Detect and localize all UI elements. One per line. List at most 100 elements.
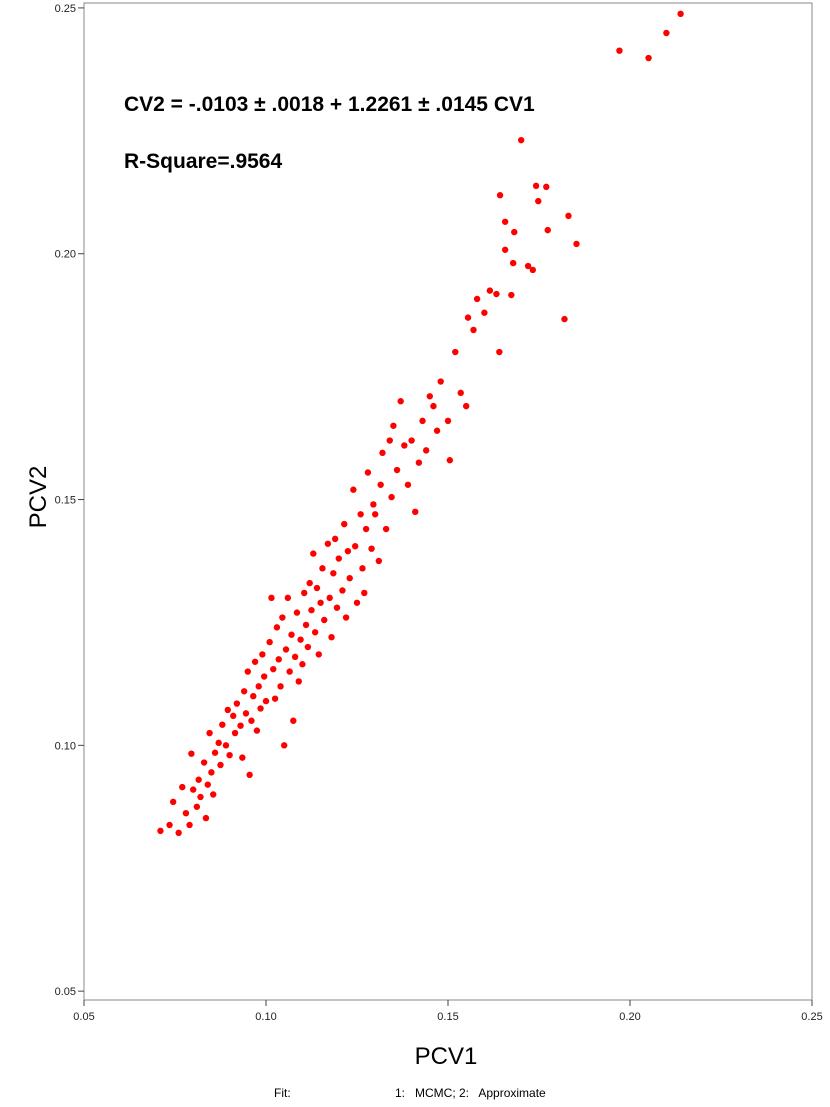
y-tick-label: 0.20 [55, 249, 76, 261]
point [375, 557, 383, 565]
point [372, 511, 379, 518]
point [206, 729, 213, 737]
point [169, 798, 177, 806]
point [517, 136, 525, 144]
point [246, 771, 253, 779]
point [271, 695, 279, 702]
point [379, 449, 386, 457]
point [315, 651, 322, 658]
point [359, 565, 366, 572]
y-tick-label: 0.05 [55, 986, 76, 998]
point [195, 776, 202, 783]
point [251, 658, 259, 665]
point [217, 761, 224, 769]
x-tick-label: 0.10 [255, 1011, 276, 1023]
point [422, 447, 430, 454]
point [290, 717, 297, 724]
point [248, 717, 255, 724]
point [275, 656, 282, 663]
point [226, 751, 233, 759]
point [524, 262, 532, 270]
x-tick-label: 0.15 [437, 1011, 458, 1023]
point [496, 192, 504, 199]
point [175, 829, 182, 837]
point [270, 665, 277, 673]
point [437, 378, 444, 385]
point [277, 683, 284, 690]
point [257, 705, 264, 712]
point [304, 643, 312, 651]
y-tick-label: 0.10 [55, 740, 76, 752]
annotation: CV2 = -.0103 ± .0018 + 1.2261 ± .0145 CV… [124, 93, 535, 116]
point [231, 729, 239, 737]
point [508, 291, 515, 299]
point [239, 754, 246, 761]
point [295, 678, 302, 685]
point [326, 594, 333, 602]
point [250, 692, 257, 700]
point [377, 481, 384, 488]
point [200, 759, 208, 766]
point [496, 348, 503, 356]
point [393, 466, 401, 474]
point [433, 427, 441, 434]
point [501, 218, 509, 225]
point [299, 661, 306, 668]
point [208, 769, 215, 776]
point [361, 589, 368, 597]
point [486, 287, 494, 294]
point [457, 389, 464, 397]
point [157, 827, 164, 835]
point [677, 10, 684, 18]
point [561, 315, 568, 323]
point [219, 721, 226, 728]
point [259, 651, 266, 658]
point [543, 183, 550, 191]
point [317, 599, 324, 606]
point [331, 535, 339, 543]
point [237, 722, 244, 729]
point [511, 228, 518, 236]
point [532, 182, 540, 190]
point [233, 700, 241, 707]
point [306, 579, 313, 587]
annotation: R-Square=.9564 [124, 150, 282, 173]
point [321, 616, 328, 624]
point [281, 742, 288, 749]
x-axis-label: PCV1 [415, 1043, 478, 1070]
point [426, 393, 433, 400]
point [301, 589, 308, 597]
point [382, 525, 390, 533]
point [222, 742, 230, 749]
point [308, 606, 315, 614]
point [364, 469, 372, 476]
point [493, 290, 500, 298]
point [260, 673, 268, 680]
point [481, 309, 488, 316]
point [193, 803, 201, 810]
point [446, 457, 454, 464]
point [319, 565, 326, 572]
point [310, 550, 317, 557]
point [463, 402, 470, 410]
point [339, 587, 346, 594]
point [284, 594, 292, 602]
point [179, 783, 186, 791]
point [224, 706, 231, 714]
point [230, 712, 237, 720]
point [282, 646, 290, 653]
point [473, 295, 481, 303]
point [663, 29, 670, 37]
point [255, 683, 262, 690]
point [565, 212, 572, 220]
point [357, 511, 364, 518]
point [262, 697, 270, 705]
x-tick-label: 0.05 [73, 1011, 94, 1023]
point [509, 259, 517, 267]
point [464, 314, 472, 321]
point [362, 525, 370, 533]
y-axis-label: PCV2 [25, 466, 52, 529]
point [341, 520, 348, 528]
point [370, 501, 377, 508]
